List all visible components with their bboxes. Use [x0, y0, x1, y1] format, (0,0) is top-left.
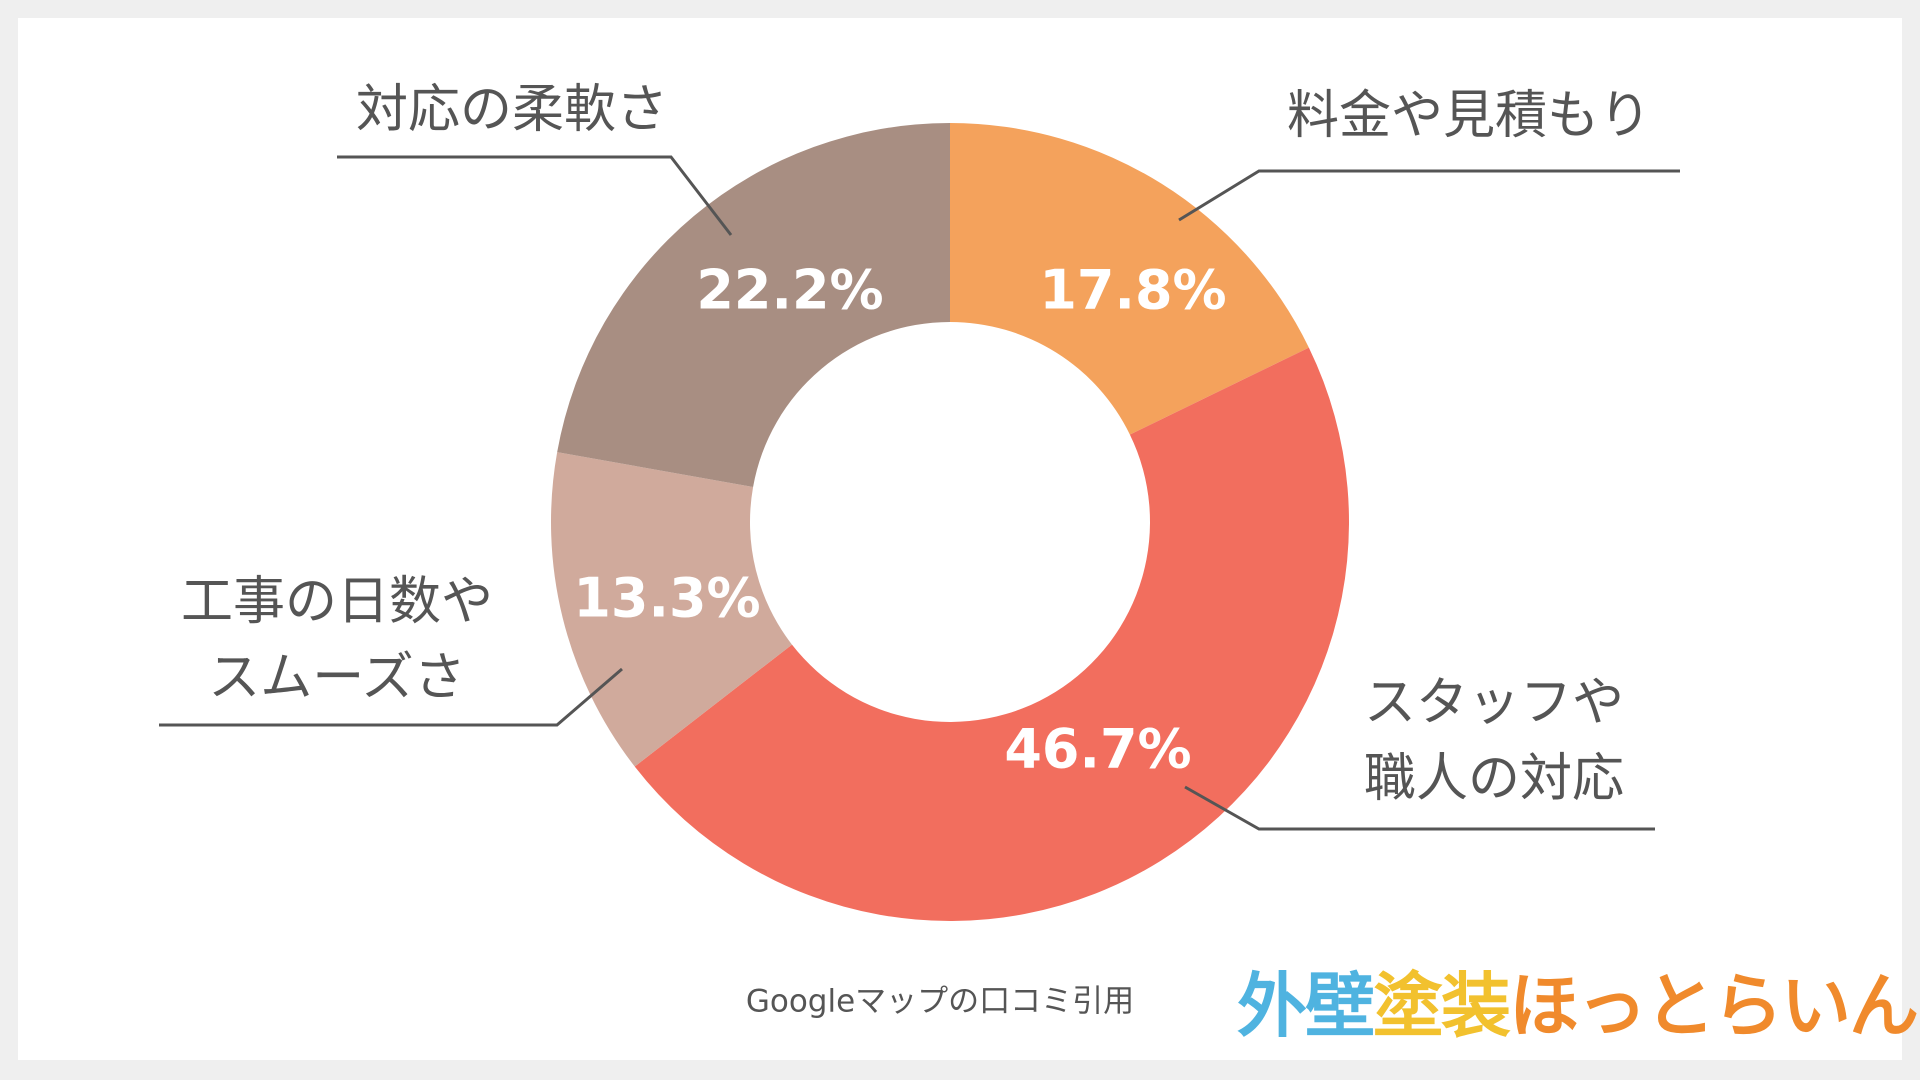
value-label: 13.3%	[573, 567, 760, 630]
logo-part: 塗装	[1373, 965, 1511, 1047]
donut-slice	[550, 452, 792, 767]
leader-line	[1184, 785, 1655, 831]
leader-line	[337, 155, 733, 236]
leader-line	[159, 667, 623, 727]
value-label: 22.2%	[696, 259, 883, 322]
category-label: 対応の柔軟さ	[355, 80, 669, 140]
value-label: 17.8%	[1039, 259, 1226, 322]
value-label: 46.7%	[1004, 718, 1191, 781]
leader-line	[1178, 169, 1680, 222]
category-label: 工事の日数や スムーズさ	[180, 572, 494, 708]
donut-slice	[634, 347, 1349, 921]
category-label: 料金や見積もり	[1286, 86, 1652, 146]
logo-part: ほっとらいん	[1509, 965, 1919, 1047]
logo: 外壁塗装ほっとらいん	[1237, 950, 1919, 1051]
donut-slice	[950, 123, 1309, 435]
logo-part: 外壁	[1237, 965, 1375, 1047]
category-label: スタッフや 職人の対応	[1363, 673, 1625, 809]
donut-slice	[557, 123, 950, 487]
source-note: Googleマップの口コミ引用	[745, 983, 1135, 1020]
